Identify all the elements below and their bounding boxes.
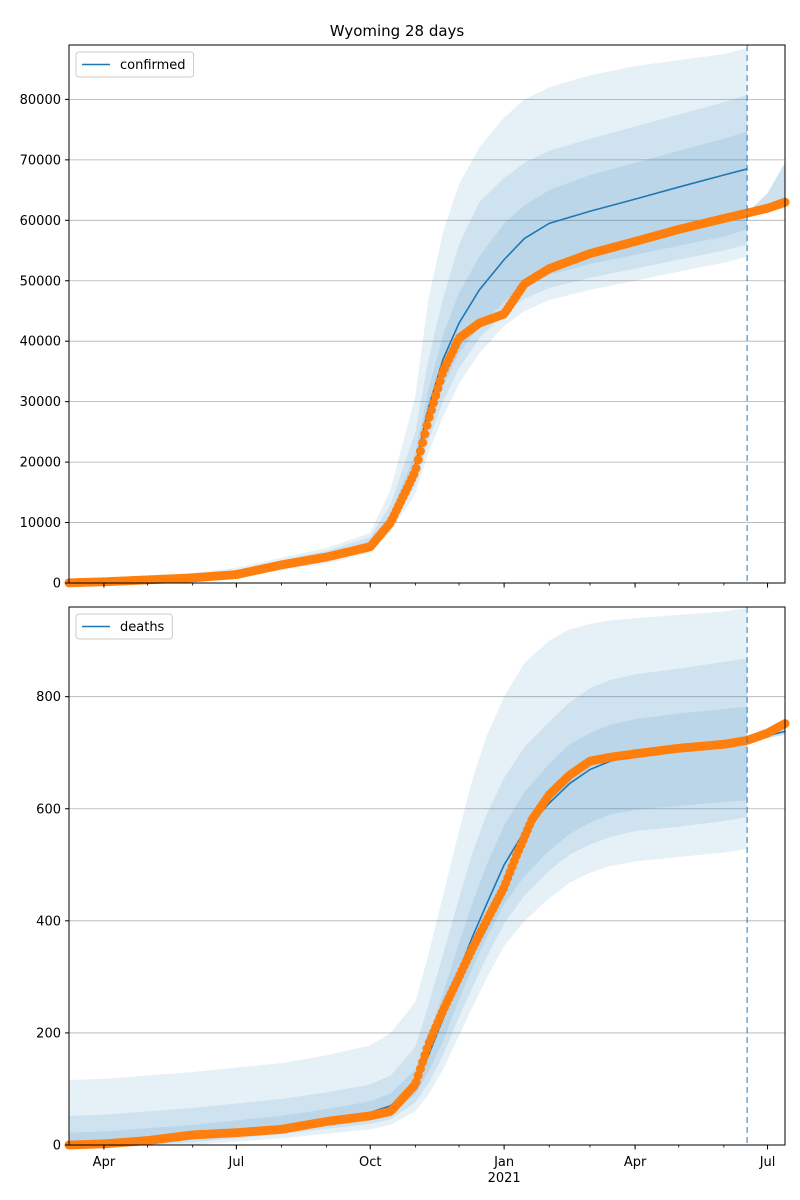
observed-point	[411, 463, 421, 473]
figure-title: Wyoming 28 days	[330, 22, 465, 40]
x-tick-label: Oct	[359, 1155, 381, 1170]
confirmed-axes-frame	[68, 44, 786, 584]
confirmed-x-axis	[103, 583, 769, 588]
band-mid-area	[69, 658, 748, 1145]
band-inner-area	[69, 131, 748, 584]
x-tick-label: Jul	[228, 1155, 245, 1170]
band-outer-area	[69, 48, 748, 584]
x-tick-label: Jul	[759, 1155, 776, 1170]
confirmed-bands	[69, 48, 785, 584]
deaths-axes-frame	[68, 606, 786, 1146]
y-tick-label: 400	[36, 914, 61, 929]
y-tick-label: 20000	[20, 456, 61, 471]
confirmed-panel: 0 10000 20000 30000 40000 50000 60000 70000 8000…	[20, 44, 790, 592]
confirmed-y-axis: 0 10000 20000 30000 40000 50000 60000 70000 8000…	[20, 93, 69, 592]
y-tick-label: 10000	[20, 516, 61, 531]
observed-point	[433, 383, 443, 393]
y-tick-label: 60000	[20, 214, 61, 229]
legend-label: confirmed	[120, 58, 186, 73]
confirmed-grid	[69, 99, 785, 523]
confirmed-legend: confirmed	[75, 51, 195, 78]
y-tick-label: 30000	[20, 395, 61, 410]
deaths-grid	[69, 696, 785, 1034]
y-tick-label: 70000	[20, 153, 61, 168]
band-inner-area	[69, 706, 748, 1145]
observed-point	[435, 376, 445, 386]
y-tick-label: 80000	[20, 93, 61, 108]
x-tick-label: Apr	[93, 1155, 116, 1170]
legend-box	[75, 613, 173, 640]
x-tick-label: Apr	[624, 1155, 647, 1170]
y-tick-label: 50000	[20, 274, 61, 289]
legend-label: deaths	[120, 620, 165, 635]
observed-point	[426, 405, 436, 415]
extension-band-area	[747, 162, 785, 214]
observed-point	[420, 429, 430, 439]
y-tick-label: 600	[36, 802, 61, 817]
deaths-observed-points	[64, 719, 790, 1150]
band-mid-area	[69, 94, 748, 583]
deaths-legend: deaths	[75, 613, 173, 640]
y-tick-label: 200	[36, 1026, 61, 1041]
deaths-y-axis: 0 200 400 600 800	[36, 690, 69, 1154]
legend-box	[75, 51, 195, 78]
observed-point	[422, 420, 432, 430]
deaths-bands	[69, 608, 785, 1145]
y-tick-label: 0	[53, 1139, 61, 1154]
x-tick-label: Jan	[493, 1155, 514, 1170]
y-tick-label: 40000	[20, 335, 61, 350]
y-tick-label: 800	[36, 690, 61, 705]
y-tick-label: 0	[53, 577, 61, 592]
confirmed-observed-points	[64, 197, 790, 588]
observed-point	[418, 438, 428, 448]
observed-point	[415, 446, 425, 456]
band-outer-area	[69, 608, 748, 1145]
observed-point	[413, 455, 423, 465]
observed-point	[424, 412, 434, 422]
observed-point	[429, 398, 439, 408]
observed-point	[431, 391, 441, 401]
x-tick-year-label: 2021	[488, 1171, 521, 1186]
